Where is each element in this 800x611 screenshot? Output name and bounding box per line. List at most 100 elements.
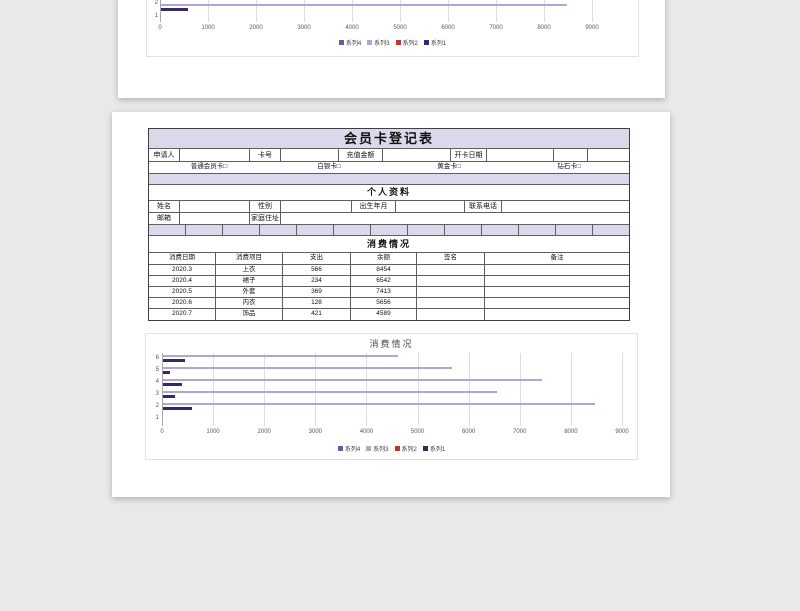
consumption-cell: 内衣 [216, 298, 283, 308]
consumption-cell-empty [417, 265, 485, 275]
y-category-label: 1 [155, 415, 159, 421]
gridline [570, 353, 572, 426]
gridline [213, 353, 215, 426]
bar-balance [163, 367, 453, 369]
consumption-cell: 外套 [216, 287, 283, 297]
consumption-cell-empty [485, 287, 629, 297]
gender-label: 性别 [250, 201, 281, 212]
consumption-cell-empty [485, 298, 629, 308]
y-category-label: 5 [155, 367, 159, 373]
consumption-table-body: 2020.3 上衣 566 8454 2020.4 裙子 234 6542 2020.5 外套 36… [149, 265, 629, 320]
name-label: 姓名 [149, 201, 180, 212]
empty-cell [371, 225, 408, 235]
consumption-cell: 2020.3 [149, 265, 216, 275]
x-tick-label: 5000 [393, 25, 407, 31]
consumption-cell: 234 [283, 276, 351, 286]
x-tick-label: 9000 [615, 429, 629, 435]
legend-swatch-icon [394, 446, 400, 451]
legend-label: 系列2 [402, 41, 418, 47]
consumption-cell: 饰品 [216, 309, 283, 320]
y-category-label: 3 [155, 391, 159, 397]
consumption-table-row: 2020.3 上衣 566 8454 [149, 265, 629, 276]
consumption-section-header: 消费情况 [149, 236, 629, 253]
consumption-cell: 7413 [351, 287, 417, 297]
consumption-cell: 2020.5 [149, 287, 216, 297]
x-tick-label: 4000 [345, 25, 359, 31]
legend-swatch-icon [337, 446, 343, 451]
gridline [622, 353, 623, 426]
empty-cell [482, 225, 519, 235]
empty-cell [297, 225, 334, 235]
empty-cell [593, 225, 629, 235]
col-header-item: 消费项目 [216, 253, 283, 264]
gridline [352, 0, 353, 22]
empty-cell [556, 225, 593, 235]
legend-item: 系列2 [394, 444, 417, 453]
x-tick-label: 2000 [257, 429, 271, 435]
personal-section-title: 个人资料 [366, 187, 411, 197]
bar-expense [163, 407, 192, 410]
bar-balance [163, 379, 542, 381]
lavender-cells-row [149, 225, 629, 236]
x-tick-label: 8000 [537, 25, 551, 31]
bar-expense [161, 8, 189, 11]
y-category-label: 2 [155, 403, 159, 409]
consumption-cell: 4589 [351, 309, 417, 320]
consumption-cell-empty [417, 276, 485, 286]
legend-label: 系列3 [374, 41, 390, 47]
empty-cell [186, 225, 223, 235]
membership-form-table: 会员卡登记表 申请人 卡号 充值金额 开卡日期 普通会员卡□ 白银卡□ 黄金卡□… [148, 128, 630, 321]
consumption-cell: 5656 [351, 298, 417, 308]
legend-item: 系列2 [395, 38, 418, 47]
empty-cell [260, 225, 297, 235]
personal-row-2: 邮箱 家庭住址 [149, 213, 629, 225]
gridline [544, 0, 545, 22]
y-category-label: 4 [155, 379, 159, 385]
birth-value-cell [396, 201, 465, 212]
col-header-date: 消费日期 [149, 253, 216, 264]
col-header-balance: 余额 [351, 253, 417, 264]
card-type-regular: 普通会员卡□ [190, 163, 228, 171]
legend-label: 系列2 [401, 447, 417, 453]
card-no-label: 卡号 [250, 149, 281, 161]
col-header-signature: 签名 [417, 253, 485, 264]
consumption-cell-empty [417, 287, 485, 297]
legend-swatch-icon [338, 40, 344, 45]
recharge-label: 充值金额 [339, 149, 383, 161]
consumption-table-row: 2020.6 内衣 128 5656 [149, 298, 629, 309]
gridline [315, 353, 317, 426]
x-tick-label: 5000 [410, 429, 425, 435]
birth-label: 出生年月 [352, 201, 396, 212]
x-tick-label: 0 [160, 429, 164, 435]
x-tick-label: 2000 [249, 25, 263, 31]
empty-cell [223, 225, 260, 235]
card-no-value-cell [281, 149, 339, 161]
y-axis-line [162, 353, 163, 426]
applicant-row: 申请人 卡号 充值金额 开卡日期 [149, 149, 629, 162]
legend-item: 系列1 [423, 38, 447, 47]
x-tick-label: 7000 [489, 25, 503, 31]
personal-row-1: 姓名 性别 出生年月 联系电话 [149, 201, 629, 213]
legend-label: 系列1 [429, 447, 446, 453]
legend-item: 系列3 [366, 444, 389, 453]
consumption-cell: 6542 [351, 276, 417, 286]
consumption-chart: 消费情况 0 1000 2000 3000 4000 5000 6000 7000 8000 90… [145, 333, 638, 460]
legend-swatch-icon [395, 40, 401, 45]
x-tick-label: 3000 [297, 25, 311, 31]
phone-value-cell [502, 201, 629, 212]
empty-cell [149, 174, 629, 184]
bar-expense [163, 371, 170, 374]
consumption-table-row: 2020.5 外套 369 7413 [149, 287, 629, 298]
gridline [417, 353, 419, 426]
consumption-cell: 369 [283, 287, 351, 297]
gridline [468, 353, 470, 426]
consumption-cell: 2020.4 [149, 276, 216, 286]
gridline [208, 0, 209, 22]
bar-balance [163, 391, 498, 393]
x-tick-label: 3000 [308, 429, 322, 435]
empty-cell [554, 149, 588, 161]
col-header-remarks: 备注 [550, 254, 564, 262]
x-tick-label: 1000 [201, 25, 215, 31]
legend-label: 系列1 [430, 41, 447, 47]
